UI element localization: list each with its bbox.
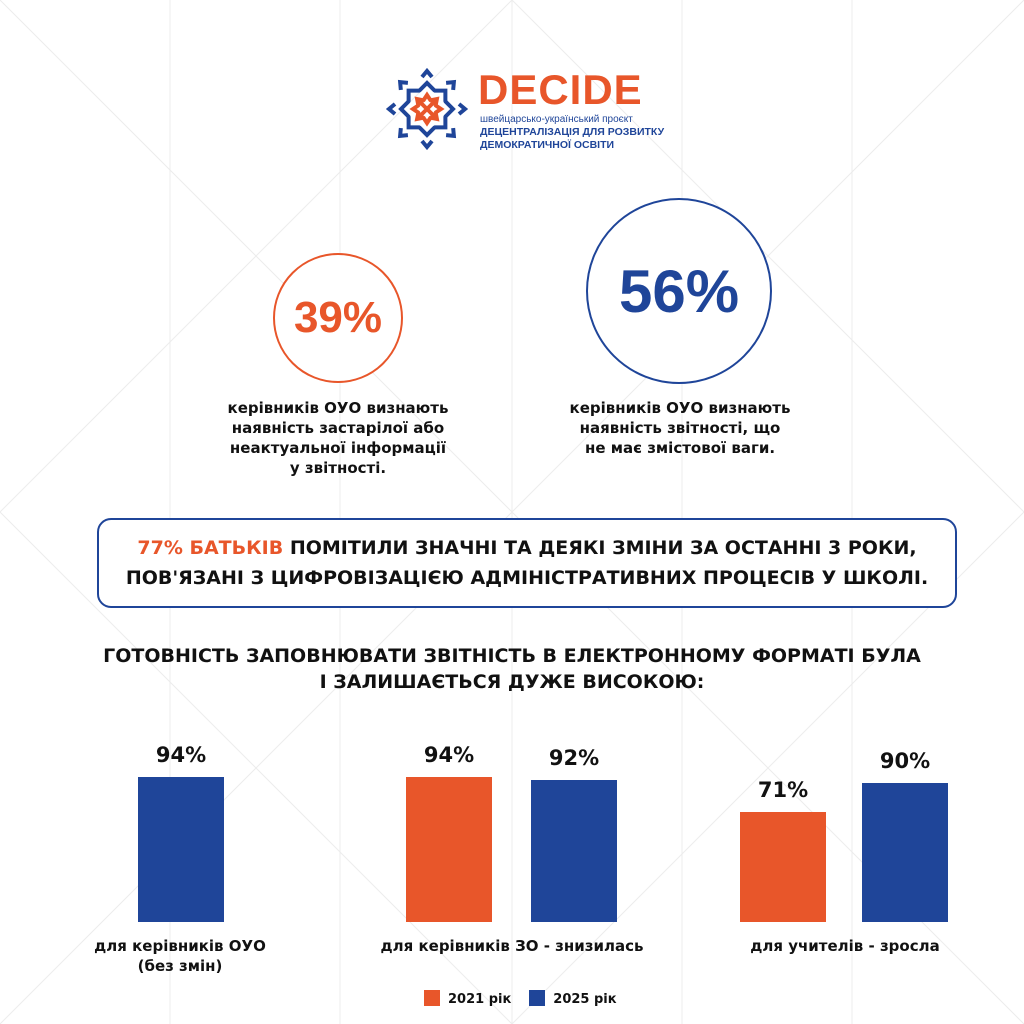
- stat-circle-56: 56%: [586, 198, 772, 384]
- chart-title: ГОТОВНІСТЬ ЗАПОВНЮВАТИ ЗВІТНІСТЬ В ЕЛЕКТ…: [0, 643, 1024, 695]
- legend-item-2021: 2021 рік: [424, 990, 511, 1007]
- legend-swatch-2021: [424, 990, 440, 1006]
- chart-legend: 2021 рік 2025 рік: [424, 990, 617, 1007]
- bar-value-label: 94%: [155, 742, 207, 767]
- stat-circle-39: 39%: [273, 253, 403, 383]
- group-label-zo: для керівників ЗО - знизилась: [380, 937, 644, 955]
- callout-highlight: 77% БАТЬКІВ: [137, 537, 284, 559]
- chart-title-line1: ГОТОВНІСТЬ ЗАПОВНЮВАТИ ЗВІТНІСТЬ В ЕЛЕКТ…: [103, 645, 921, 667]
- bar-value-label: 92%: [548, 745, 600, 770]
- bar-value-label: 71%: [757, 778, 809, 803]
- legend-swatch-2025: [529, 990, 546, 1006]
- decide-snowflake-logo-icon: [387, 68, 467, 149]
- legend-label-2021: 2021 рік: [448, 992, 512, 1007]
- legend-label-2025: 2025 рік: [553, 992, 617, 1007]
- bar-1-2025-рік: [531, 779, 617, 922]
- logo-line2: ДЕЦЕНТРАЛІЗАЦІЯ ДЛЯ РОЗВИТКУ: [480, 126, 665, 138]
- bar-value-label: 94%: [423, 742, 475, 767]
- bar-2-2021-рік: [740, 812, 826, 922]
- bar-1-2021-рік: [406, 776, 492, 922]
- stat-text-56: керівників ОУО визнають наявність звітно…: [569, 399, 791, 457]
- stat-text-39: керівників ОУО визнають наявність застар…: [227, 399, 449, 477]
- legend-item-2025: 2025 рік: [529, 990, 617, 1007]
- bar-0-2025-рік: [138, 776, 224, 922]
- callout-line1: 77% БАТЬКІВ ПОМІТИЛИ ЗНАЧНІ ТА ДЕЯКІ ЗМІ…: [137, 533, 916, 563]
- group-label-ouo: для керівників ОУО (без змін): [94, 937, 266, 975]
- group-label-teachers: для учителів - зросла: [750, 937, 940, 955]
- bar-value-label: 90%: [879, 748, 931, 773]
- chart-title-line2: І ЗАЛИШАЄТЬСЯ ДУЖЕ ВИСОКОЮ:: [319, 671, 705, 693]
- logo-subtitle: швейцарсько-український проєкт: [480, 114, 633, 125]
- logo-title: DECIDE: [478, 66, 643, 113]
- callout-line1-text: ПОМІТИЛИ ЗНАЧНІ ТА ДЕЯКІ ЗМІНИ ЗА ОСТАНН…: [283, 537, 917, 559]
- bar-2-2025-рік: [862, 782, 948, 922]
- callout-line2: ПОВ'ЯЗАНІ З ЦИФРОВІЗАЦІЄЮ АДМІНІСТРАТИВН…: [125, 567, 929, 589]
- logo-line3: ДЕМОКРАТИЧНОЇ ОСВІТИ: [480, 139, 615, 151]
- callout-box: 77% БАТЬКІВ ПОМІТИЛИ ЗНАЧНІ ТА ДЕЯКІ ЗМІ…: [97, 518, 957, 608]
